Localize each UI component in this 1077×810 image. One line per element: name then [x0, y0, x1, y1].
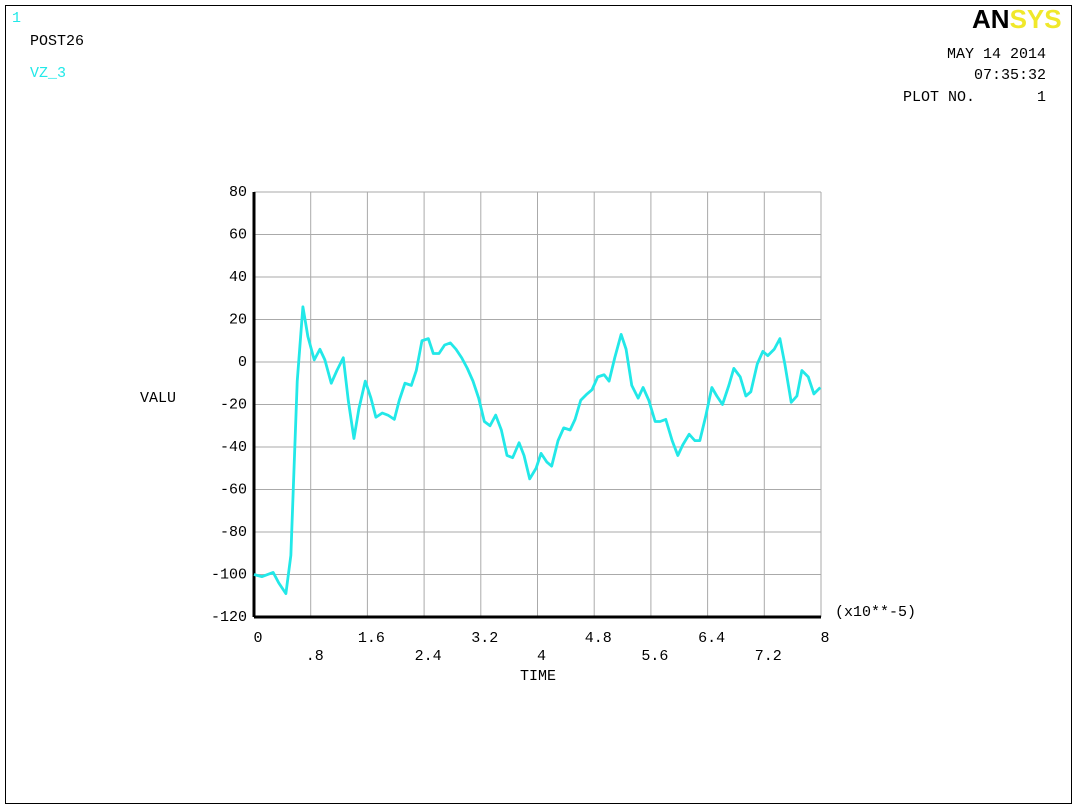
logo: ANSYS: [972, 4, 1062, 34]
time: 07:35:32: [974, 67, 1046, 84]
x-tick-label: 5.6: [641, 648, 668, 665]
legend-entry: VZ_3: [30, 65, 66, 82]
y-tick-label: -20: [220, 396, 247, 413]
x-tick-label: 1.6: [358, 630, 385, 647]
logo-part: SYS: [1010, 4, 1062, 34]
x-tick-label: 4.8: [585, 630, 612, 647]
x-tick-label: 7.2: [755, 648, 782, 665]
window-number: 1: [12, 10, 21, 27]
y-tick-label: -120: [211, 609, 247, 626]
y-tick-label: 80: [229, 184, 247, 201]
x-tick-label: 6.4: [698, 630, 725, 647]
plot-number: 1: [1037, 89, 1046, 106]
x-tick-label: .8: [306, 648, 324, 665]
y-tick-label: 20: [229, 311, 247, 328]
x-tick-label: 8: [820, 630, 829, 647]
y-tick-label: -60: [220, 481, 247, 498]
logo-part: AN: [972, 4, 1010, 34]
series-line: [253, 305, 822, 596]
x-tick-label: 4: [537, 648, 546, 665]
y-tick-label: 40: [229, 269, 247, 286]
plot-label: PLOT NO.: [903, 89, 975, 106]
y-tick-label: -40: [220, 439, 247, 456]
date: MAY 14 2014: [947, 46, 1046, 63]
x-axis-label: TIME: [520, 668, 556, 685]
y-tick-label: -100: [211, 566, 247, 583]
x-tick-label: 3.2: [471, 630, 498, 647]
y-tick-label: -80: [220, 524, 247, 541]
y-axis-label: VALU: [140, 390, 176, 407]
y-tick-label: 0: [238, 354, 247, 371]
x-multiplier: (x10**-5): [835, 604, 916, 621]
y-tick-label: 60: [229, 226, 247, 243]
x-tick-label: 2.4: [415, 648, 442, 665]
x-tick-label: 0: [253, 630, 262, 647]
processor: POST26: [30, 33, 84, 50]
